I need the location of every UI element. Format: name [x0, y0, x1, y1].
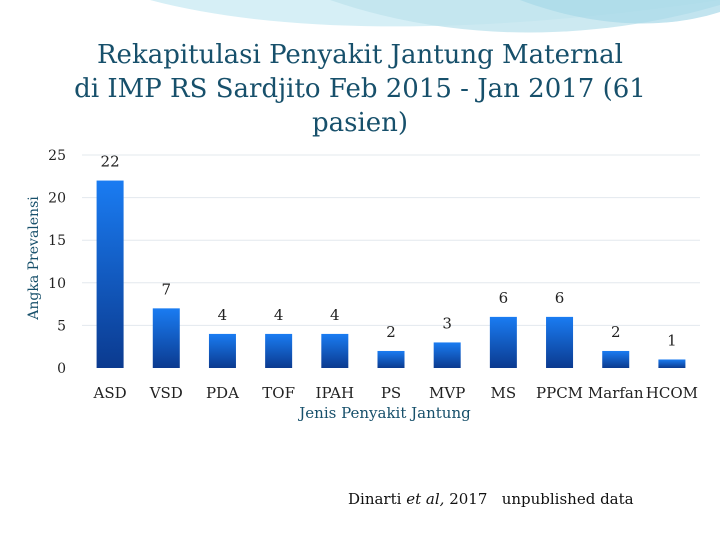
- data-label: 4: [218, 306, 228, 324]
- chart-title-line-3: pasien): [311, 108, 409, 138]
- chart-title-line-2: di IMP RS Sardjito Feb 2015 - Jan 2017 (…: [74, 74, 646, 104]
- data-label: 2: [386, 323, 396, 341]
- source-citation: Dinarti et al, 2017 unpublished data: [348, 490, 634, 508]
- y-tick-label: 0: [57, 361, 66, 377]
- x-tick-label: Marfan: [588, 384, 644, 402]
- x-tick-label: PDA: [206, 384, 239, 402]
- x-tick-label: TOF: [262, 384, 295, 402]
- bar-asd: [96, 180, 124, 368]
- x-tick-label: VSD: [149, 384, 183, 402]
- x-tick-label: PS: [381, 384, 401, 402]
- citation-author: Dinarti: [348, 490, 402, 508]
- bar-marfan: [602, 350, 630, 368]
- x-tick-label: PPCM: [536, 384, 583, 402]
- header-swoosh-decoration: [150, 0, 720, 33]
- bar-pda: [208, 333, 236, 368]
- data-label: 1: [667, 331, 677, 349]
- data-label: 22: [101, 153, 120, 171]
- chart-title-line-1: Rekapitulasi Penyakit Jantung Maternal: [96, 40, 623, 70]
- x-tick-label: MS: [491, 384, 517, 402]
- data-label: 6: [555, 289, 565, 307]
- data-label: 3: [442, 314, 452, 332]
- bar-vsd: [152, 308, 180, 368]
- y-tick-label: 15: [48, 233, 66, 249]
- x-tick-label: ASD: [93, 384, 127, 402]
- x-tick-label: MVP: [429, 384, 465, 402]
- data-label: 7: [161, 280, 171, 298]
- y-tick-label: 25: [48, 148, 66, 164]
- citation-note: unpublished data: [501, 490, 634, 508]
- data-label: 2: [611, 323, 621, 341]
- data-label: 4: [330, 306, 340, 324]
- x-tick-label: HCOM: [646, 384, 698, 402]
- citation-year: 2017: [449, 490, 488, 508]
- bar-hcom: [658, 359, 686, 368]
- y-tick-label: 5: [57, 318, 66, 334]
- bar-mvp: [433, 342, 461, 368]
- y-tick-label: 10: [48, 276, 66, 292]
- y-axis-label: Angka Prevalensi: [26, 196, 42, 321]
- x-tick-label: IPAH: [316, 384, 355, 402]
- bar-ms: [489, 316, 517, 368]
- bar-tof: [265, 333, 293, 368]
- data-label: 4: [274, 306, 284, 324]
- chart-title: Rekapitulasi Penyakit Jantung Maternal d…: [60, 38, 660, 140]
- x-axis-label: Jenis Penyakit Jantung: [297, 404, 471, 422]
- bar-ipah: [321, 333, 349, 368]
- y-tick-label: 20: [48, 191, 66, 207]
- data-label: 6: [499, 289, 509, 307]
- bar-ppcm: [546, 316, 574, 368]
- bar-ps: [377, 350, 405, 368]
- citation-etal: et al,: [406, 490, 445, 508]
